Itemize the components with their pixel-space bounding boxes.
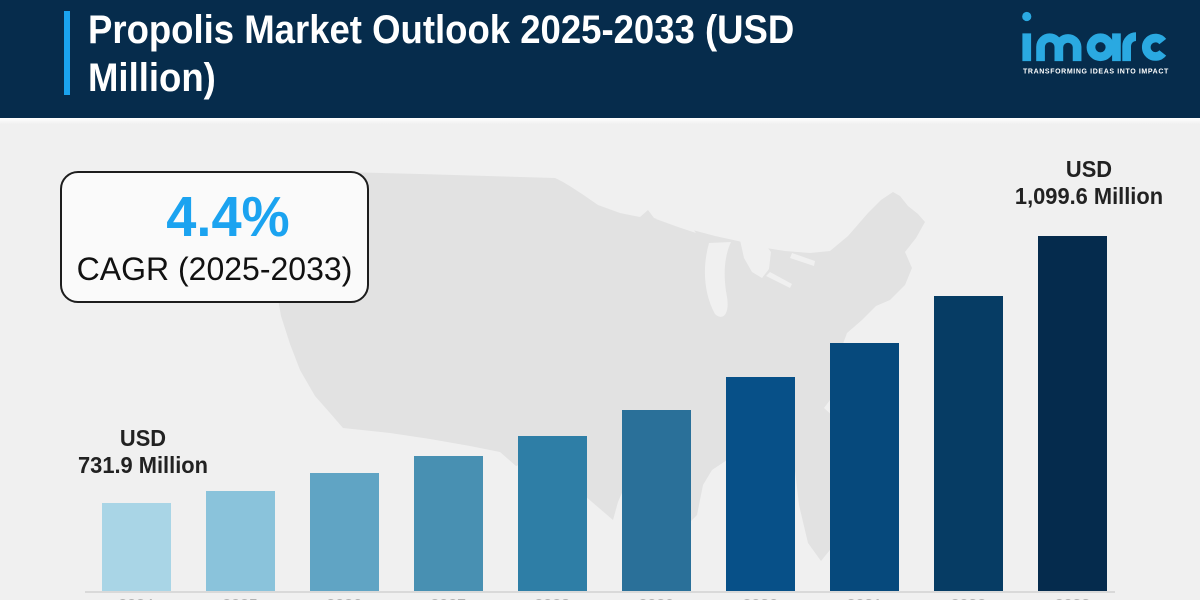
svg-text:TRANSFORMING IDEAS INTO IMPACT: TRANSFORMING IDEAS INTO IMPACT (1023, 69, 1169, 76)
